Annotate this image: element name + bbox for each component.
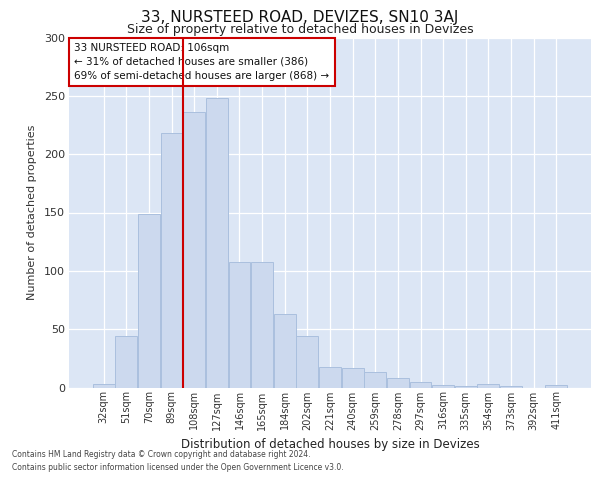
Text: Contains public sector information licensed under the Open Government Licence v3: Contains public sector information licen…: [12, 462, 344, 471]
Bar: [296, 336, 319, 388]
Bar: [455, 386, 477, 388]
X-axis label: Distribution of detached houses by size in Devizes: Distribution of detached houses by size …: [181, 438, 479, 451]
Bar: [478, 384, 499, 388]
Bar: [432, 385, 454, 388]
Bar: [183, 112, 205, 388]
Bar: [274, 314, 296, 388]
Bar: [229, 262, 250, 388]
Bar: [341, 368, 364, 388]
Bar: [93, 384, 115, 388]
Bar: [545, 385, 567, 388]
Bar: [500, 386, 522, 388]
Bar: [319, 366, 341, 388]
Bar: [161, 133, 182, 388]
Y-axis label: Number of detached properties: Number of detached properties: [27, 125, 37, 300]
Bar: [410, 382, 431, 388]
Bar: [115, 336, 137, 388]
Text: Contains HM Land Registry data © Crown copyright and database right 2024.: Contains HM Land Registry data © Crown c…: [12, 450, 311, 459]
Bar: [364, 372, 386, 388]
Bar: [387, 378, 409, 388]
Bar: [206, 98, 228, 388]
Text: 33, NURSTEED ROAD, DEVIZES, SN10 3AJ: 33, NURSTEED ROAD, DEVIZES, SN10 3AJ: [142, 10, 458, 25]
Bar: [138, 214, 160, 388]
Text: Size of property relative to detached houses in Devizes: Size of property relative to detached ho…: [127, 22, 473, 36]
Text: 33 NURSTEED ROAD: 106sqm
← 31% of detached houses are smaller (386)
69% of semi-: 33 NURSTEED ROAD: 106sqm ← 31% of detach…: [74, 43, 329, 81]
Bar: [251, 262, 273, 388]
